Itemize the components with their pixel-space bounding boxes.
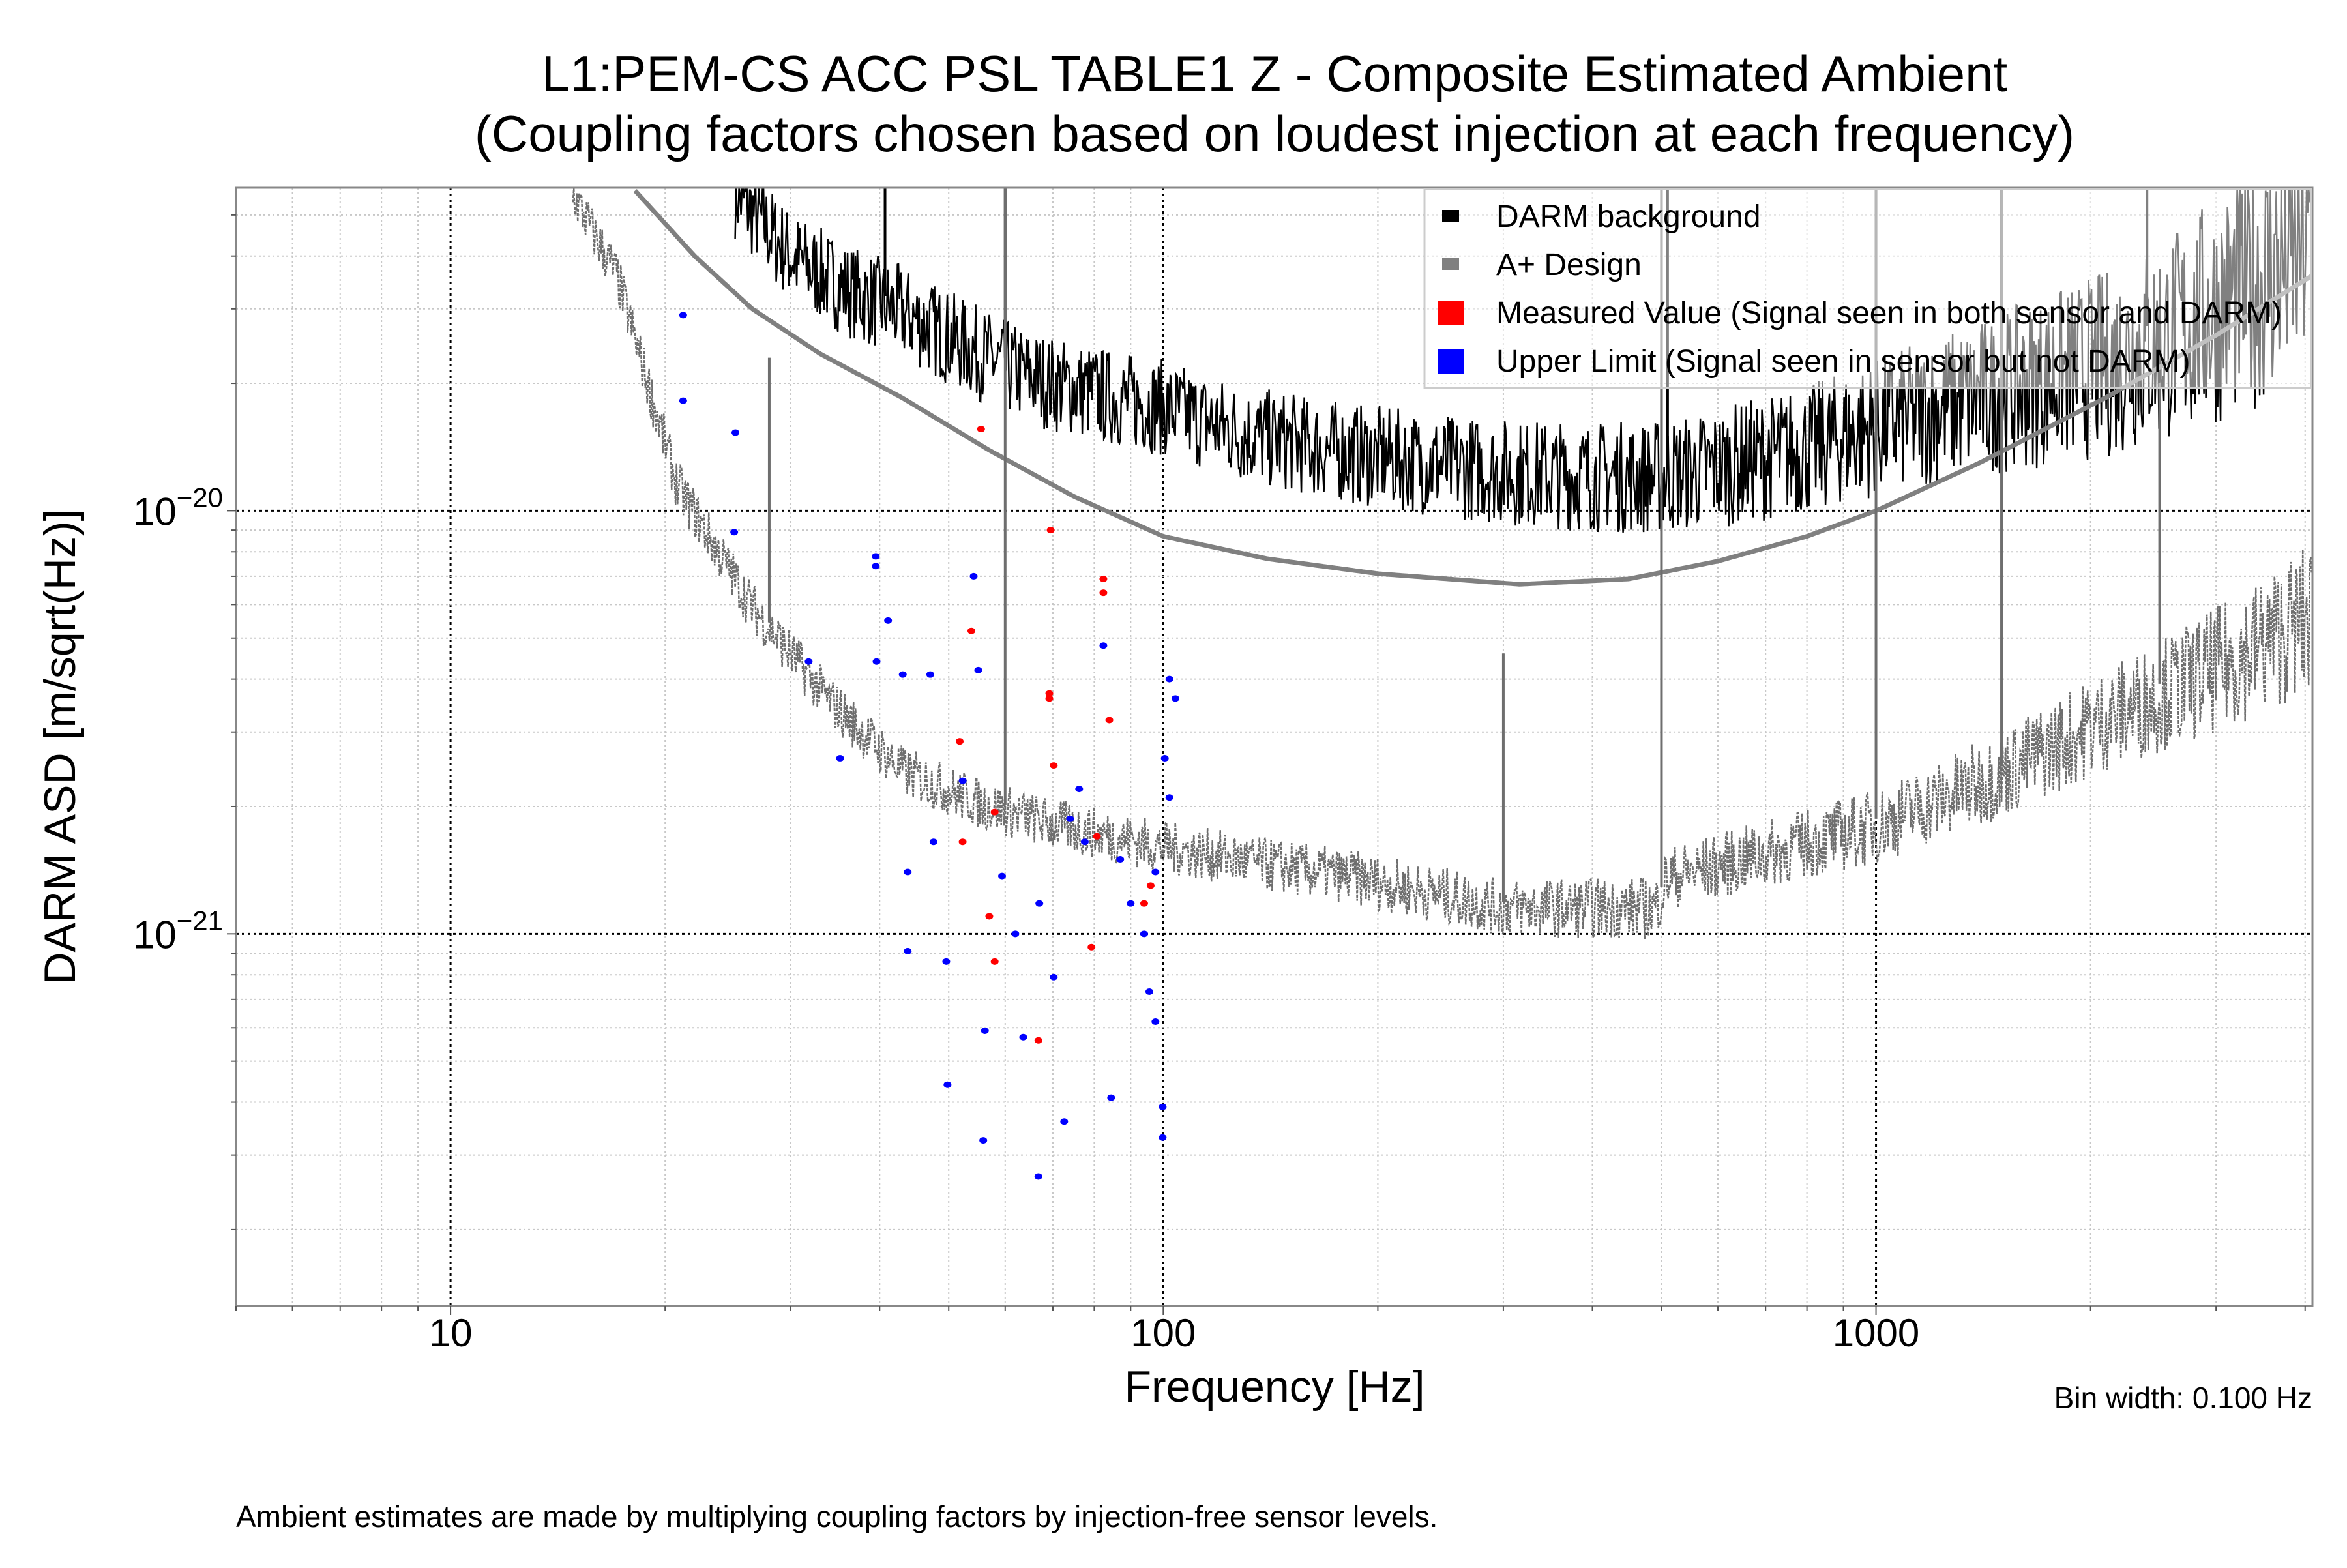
upper-limit-point xyxy=(730,529,739,536)
aplus-design-curve xyxy=(633,189,2314,587)
upper-limit-point xyxy=(1151,1018,1160,1026)
y-tick-base: 10 xyxy=(133,490,177,533)
series-3 xyxy=(956,426,1155,1044)
legend-label: A+ Design xyxy=(1496,248,1642,282)
upper-limit-point xyxy=(1127,900,1135,907)
upper-limit-point xyxy=(898,671,907,678)
legend-label: Upper Limit (Signal seen in sensor but n… xyxy=(1496,344,2190,379)
measured-point xyxy=(1099,575,1108,582)
upper-limit-point xyxy=(958,777,967,784)
upper-limit-point xyxy=(884,617,893,624)
measured-point xyxy=(1093,833,1101,840)
upper-limit-point xyxy=(1034,1173,1042,1180)
y-axis-label: DARM ASD [m/sqrt(Hz)] xyxy=(35,509,85,984)
measured-point xyxy=(1140,900,1148,907)
y-tick-label: 10−21 xyxy=(133,905,223,956)
upper-limit-point xyxy=(1151,868,1160,876)
y-tick-exponent: −21 xyxy=(177,905,223,936)
x-tick-label: 10 xyxy=(429,1311,473,1355)
upper-limit-point xyxy=(1159,1134,1167,1141)
upper-limit-point xyxy=(979,1137,988,1144)
upper-limit-point xyxy=(969,572,978,580)
upper-limit-point xyxy=(1066,815,1074,822)
upper-limit-point xyxy=(1140,930,1148,938)
upper-limit-point xyxy=(926,671,934,678)
upper-limit-point xyxy=(1145,988,1153,996)
measured-point xyxy=(990,808,999,816)
ambient-estimate-trace xyxy=(572,188,2312,939)
measured-point xyxy=(967,627,976,634)
upper-limit-point xyxy=(1171,695,1179,702)
legend-swatch xyxy=(1442,258,1459,270)
upper-limit-point xyxy=(1159,1103,1167,1110)
upper-limit-point xyxy=(872,563,880,570)
upper-limit-point xyxy=(1099,642,1108,649)
measured-point xyxy=(1045,695,1054,702)
upper-limit-point xyxy=(904,947,912,954)
upper-limit-point xyxy=(1060,1118,1069,1125)
y-tick-base: 10 xyxy=(133,913,177,956)
upper-limit-point xyxy=(1075,786,1084,793)
upper-limit-point xyxy=(1165,675,1174,683)
upper-limit-point xyxy=(1035,900,1044,907)
upper-limit-point xyxy=(1050,973,1058,981)
measured-point xyxy=(990,958,999,965)
y-tick-exponent: −20 xyxy=(177,482,223,512)
measured-point xyxy=(1034,1037,1042,1044)
measured-point xyxy=(1045,690,1054,697)
measured-point xyxy=(1046,527,1055,534)
x-tick-label: 100 xyxy=(1130,1311,1196,1355)
upper-limit-point xyxy=(804,658,813,665)
x-tick-label: 1000 xyxy=(1833,1311,1919,1355)
legend-swatch xyxy=(1438,349,1464,374)
series-1 xyxy=(633,189,2314,587)
legend-swatch xyxy=(1442,210,1459,222)
y-tick-label: 10−20 xyxy=(133,482,223,533)
upper-limit-point xyxy=(1107,1094,1115,1101)
series-4 xyxy=(679,312,1179,1180)
measured-point xyxy=(1087,943,1096,951)
legend-label: DARM background xyxy=(1496,200,1761,234)
plot-frame xyxy=(235,186,2314,1307)
measured-point xyxy=(956,738,964,745)
chart-title-line1: L1:PEM-CS ACC PSL TABLE1 Z - Composite E… xyxy=(542,45,2008,102)
measured-point xyxy=(977,426,985,433)
measured-point xyxy=(1146,882,1155,889)
legend: DARM background A+ Design Measured Value (… xyxy=(1423,188,2312,389)
chart-title-line2: (Coupling factors chosen based on loudes… xyxy=(475,105,2074,162)
upper-limit-point xyxy=(974,666,982,673)
upper-limit-point xyxy=(679,397,687,404)
legend-swatch xyxy=(1438,301,1464,325)
bin-width-label: Bin width: 0.100 Hz xyxy=(2054,1381,2312,1415)
upper-limit-point xyxy=(942,958,951,965)
upper-limit-point xyxy=(1019,1033,1027,1041)
upper-limit-point xyxy=(1165,794,1174,801)
upper-limit-point xyxy=(1011,930,1020,938)
upper-limit-point xyxy=(1080,838,1089,846)
upper-limit-point xyxy=(998,872,1007,880)
upper-limit-point xyxy=(872,658,881,665)
measured-point xyxy=(985,913,994,920)
legend-label: Measured Value (Signal seen in both sens… xyxy=(1496,296,2282,331)
measured-point xyxy=(1099,589,1108,597)
upper-limit-point xyxy=(1160,755,1169,762)
upper-limit-point xyxy=(904,868,912,876)
upper-limit-point xyxy=(929,838,937,846)
upper-limit-point xyxy=(943,1081,952,1088)
upper-limit-point xyxy=(872,553,880,560)
upper-limit-point xyxy=(981,1028,989,1035)
x-axis-label: Frequency [Hz] xyxy=(1124,1362,1424,1412)
upper-limit-point xyxy=(731,429,740,436)
upper-limit-point xyxy=(679,312,687,319)
legend-box xyxy=(1423,188,2312,389)
upper-limit-point xyxy=(836,755,844,762)
measured-point xyxy=(1050,762,1058,769)
footnote: Ambient estimates are made by multiplyin… xyxy=(236,1500,1438,1533)
measured-point xyxy=(1105,717,1114,724)
upper-limit-point xyxy=(1116,856,1125,863)
measured-point xyxy=(958,838,967,846)
